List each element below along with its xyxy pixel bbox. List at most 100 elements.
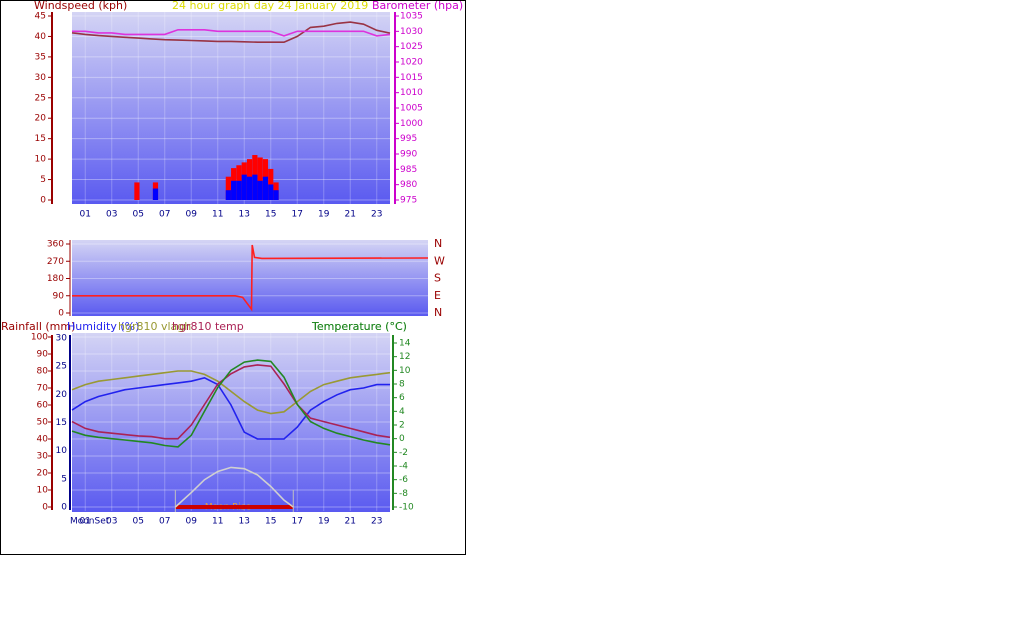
y2-tick-label: 0 [399,434,405,444]
y2-tick-label: -2 [399,448,408,458]
bar [236,180,242,200]
y-tick-label: 80 [37,367,49,377]
moon-band [175,505,294,509]
y2-tick-label: -10 [399,503,414,513]
y2-tick-label: N [434,306,442,319]
y-tick-label: 70 [37,384,49,394]
plot-area [72,333,390,512]
x-tick-label: 19 [318,210,330,220]
y2-tick-label: E [434,289,441,302]
y-tick-label: 35 [35,52,46,62]
y-tick-label: 100 [31,333,48,343]
y-tick-label: 30 [35,73,47,83]
series-line [72,29,391,37]
x-tick-label: 01 [80,517,91,527]
y-tick-label: 0 [42,503,48,513]
bar [273,190,279,200]
series-line [71,364,391,440]
bar [246,176,253,200]
plot-area [72,240,428,316]
y-tick-label: 40 [35,32,47,42]
bar [134,182,140,200]
y2-tick-label: 1015 [400,73,423,83]
bar [268,184,274,200]
y2-tick-label: 1010 [400,88,423,98]
legend-label: Humidity (%) [67,320,139,333]
bar [257,180,263,200]
x-tick-label: 05 [133,210,144,220]
y-tick-label: 180 [47,274,64,284]
bar [262,176,269,200]
y-tick-label: 10 [37,486,49,496]
y2-tick-label: S [434,272,441,285]
series-line [72,244,429,312]
x-tick-label: 09 [186,517,198,527]
legend-label: Temperature (°C) [311,320,407,333]
y2-tick-label: 8 [399,380,405,390]
y2-tick-label: 990 [400,150,417,160]
x-tick-label: 07 [159,210,170,220]
bar [225,190,231,200]
y-tick-label: 0 [58,309,64,319]
y-tick-label: 360 [47,240,64,250]
y3-tick-label: 25 [56,362,67,372]
y2-tick-label: 1020 [400,58,423,68]
y-axis-title: Windspeed (kph) [34,0,127,12]
y2-tick-label: 975 [400,196,417,206]
y-tick-label: 60 [37,401,49,411]
x-tick-label: 15 [265,210,276,220]
y2-tick-label: -6 [399,475,408,485]
y-tick-label: 15 [35,134,46,144]
legend-label: hgr810 vlagh [118,320,191,333]
y2-axis-title: Barometer (hpa) [372,0,463,12]
bar [231,180,237,200]
y-tick-label: 90 [37,350,49,360]
y2-axis-title: Temperature (°C) [311,320,407,333]
y-tick-label: 45 [35,12,46,22]
y-tick-label: 20 [35,114,47,124]
series-line [71,376,390,440]
series-line [71,370,391,415]
bar [152,188,159,200]
x-tick-label: 23 [371,210,382,220]
y-tick-label: 50 [37,418,49,428]
chart-title: 24 hour graph day 24 January 2019 [172,0,368,12]
series-line [71,21,391,43]
y-tick-label: 40 [37,435,49,445]
y-tick-label: 20 [37,469,49,479]
legend-label: hgr810 temp [172,320,244,333]
y3-tick-label: 0 [61,503,67,513]
series-line [71,359,391,448]
y2-tick-label: 1035 [400,12,423,22]
bar [241,174,247,200]
y2-tick-label: 1005 [400,104,423,114]
y2-tick-label: 12 [399,352,410,362]
x-tick-label: 05 [133,517,144,527]
y-tick-label: 25 [35,93,46,103]
y-tick-label: 30 [37,452,49,462]
y3-tick-label: 10 [56,446,68,456]
bar [225,176,231,200]
y2-tick-label: -4 [399,462,408,472]
y2-tick-label: 995 [400,134,417,144]
y2-tick-label: 4 [399,407,405,417]
y-tick-label: 5 [40,175,46,185]
x-tick-label: 17 [292,517,303,527]
annotation: MoonSet [70,517,110,527]
x-tick-label: 23 [371,517,382,527]
y2-tick-label: 1000 [400,119,423,129]
x-tick-label: 11 [212,210,223,220]
series-line [174,466,294,508]
y2-tick-label: 985 [400,165,417,175]
y2-tick-label: -8 [399,489,408,499]
x-tick-label: 09 [186,210,198,220]
x-tick-label: 11 [212,517,223,527]
x-tick-label: 21 [345,517,356,527]
y3-tick-label: 5 [61,474,67,484]
y-axis-title: Rainfall (mm) [1,320,75,333]
plot-area [72,12,390,204]
y2-tick-label: W [434,254,445,267]
y2-tick-label: 14 [399,339,411,349]
